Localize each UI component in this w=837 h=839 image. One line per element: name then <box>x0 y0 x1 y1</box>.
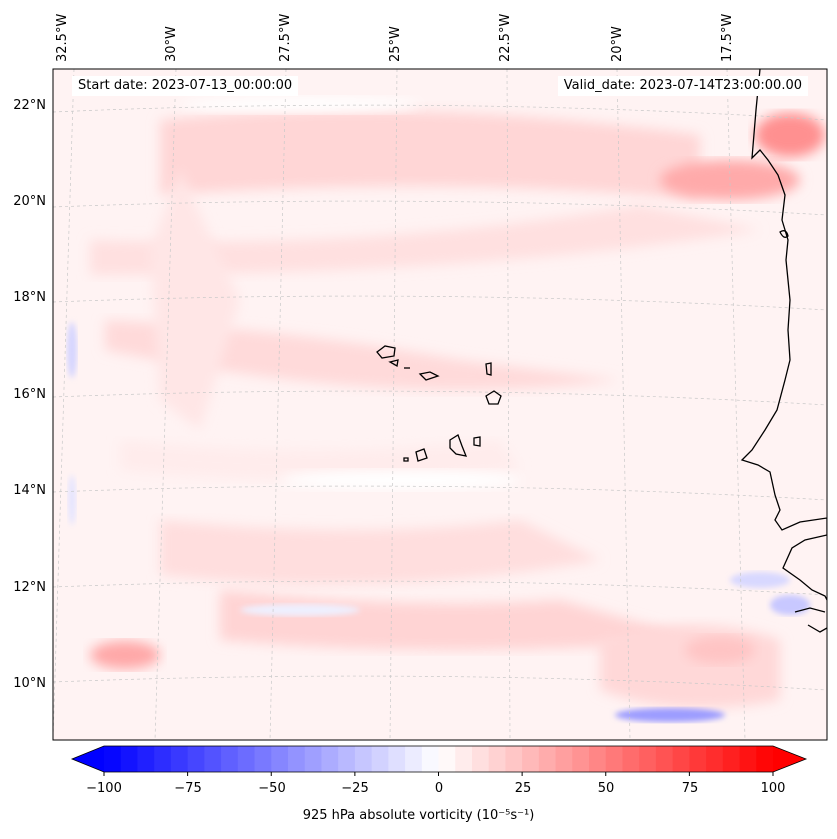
colorbar-segment <box>622 746 640 772</box>
lon-label-17-5w: 17.5°W <box>720 13 735 62</box>
colorbar <box>70 745 808 776</box>
colorbar-segment <box>338 746 356 772</box>
lat-label-18n: 18°N <box>13 290 46 305</box>
graticule <box>53 69 827 740</box>
lat-label-20n: 20°N <box>13 194 46 209</box>
colorbar-segment <box>589 746 607 772</box>
colorbar-segment <box>722 746 741 772</box>
colorbar-segment <box>655 746 674 772</box>
colorbar-segment <box>639 746 657 772</box>
colorbar-segment <box>672 746 690 772</box>
colorbar-extend-max <box>773 746 806 772</box>
colorbar-segment <box>170 746 189 772</box>
lat-label-12n: 12°N <box>13 580 46 595</box>
lon-label-25w: 25°W <box>388 26 403 62</box>
colorbar-tick-0: 0 <box>434 781 444 796</box>
colorbar-extend-min <box>72 746 104 772</box>
colorbar-segment <box>706 746 724 772</box>
colorbar-tick-50: 50 <box>597 781 615 796</box>
colorbar-segment <box>488 746 506 772</box>
island-santo-antao <box>376 345 396 359</box>
colorbar-segment <box>505 746 523 772</box>
colorbar-segment <box>471 746 490 772</box>
colorbar-segment <box>204 746 222 772</box>
colorbar-segment <box>287 746 306 772</box>
island-boa-vista <box>485 390 502 405</box>
coastline <box>376 69 827 633</box>
colorbar-tick-75: 75 <box>681 781 699 796</box>
colorbar-segment <box>237 746 256 772</box>
colorbar-segment <box>154 746 172 772</box>
colorbar-segment <box>739 746 757 772</box>
colorbar-segment <box>605 746 623 772</box>
colorbar-tick-25: 25 <box>514 781 532 796</box>
colorbar-segment <box>271 746 289 772</box>
lon-label-30w: 30°W <box>164 26 179 62</box>
colorbar-tick-minus-100: −100 <box>86 781 122 796</box>
colorbar-segment <box>354 746 373 772</box>
colorbar-segment <box>388 746 406 772</box>
colorbar-segment <box>455 746 473 772</box>
map-frame <box>52 68 828 741</box>
island-santiago <box>449 434 468 457</box>
lon-label-22-5w: 22.5°W <box>498 13 513 62</box>
colorbar-segment <box>522 746 540 772</box>
colorbar-segment <box>120 746 138 772</box>
colorbar-segment <box>405 746 423 772</box>
colorbar-segment <box>104 746 122 772</box>
colorbar-segment <box>254 746 272 772</box>
colorbar-segment <box>371 746 389 772</box>
colorbar-segment <box>187 746 205 772</box>
lat-label-22n: 22°N <box>13 98 46 113</box>
colorbar-tick-minus-50: −50 <box>258 781 286 796</box>
lat-label-10n: 10°N <box>13 676 46 691</box>
colorbar-segment <box>137 746 155 772</box>
colorbar-segment <box>221 746 239 772</box>
lon-label-32-5w: 32.5°W <box>55 13 70 62</box>
colorbar-segment <box>438 746 456 772</box>
colorbar-segment <box>555 746 573 772</box>
colorbar-segment <box>689 746 707 772</box>
lon-label-20w: 20°W <box>610 26 625 62</box>
start-date-label: Start date: 2023-07-13_00:00:00 <box>72 76 299 96</box>
colorbar-segment <box>538 746 557 772</box>
colorbar-tick-100: 100 <box>760 781 786 796</box>
lon-label-27-5w: 27.5°W <box>278 13 293 62</box>
colorbar-segment <box>321 746 339 772</box>
africa-coast <box>740 69 827 633</box>
colorbar-tick-minus-25: −25 <box>341 781 369 796</box>
colorbar-tick-minus-75: −75 <box>174 781 202 796</box>
colorbar-segment <box>756 746 774 772</box>
colorbar-label: 925 hPa absolute vorticity (10⁻⁵s⁻¹) <box>302 808 535 823</box>
valid-date-label: Valid_date: 2023-07-14T23:00:00.00 <box>557 76 808 96</box>
lat-label-14n: 14°N <box>13 483 46 498</box>
colorbar-segment <box>304 746 322 772</box>
lat-label-16n: 16°N <box>13 387 46 402</box>
colorbar-segment <box>572 746 590 772</box>
colorbar-segment <box>421 746 440 772</box>
